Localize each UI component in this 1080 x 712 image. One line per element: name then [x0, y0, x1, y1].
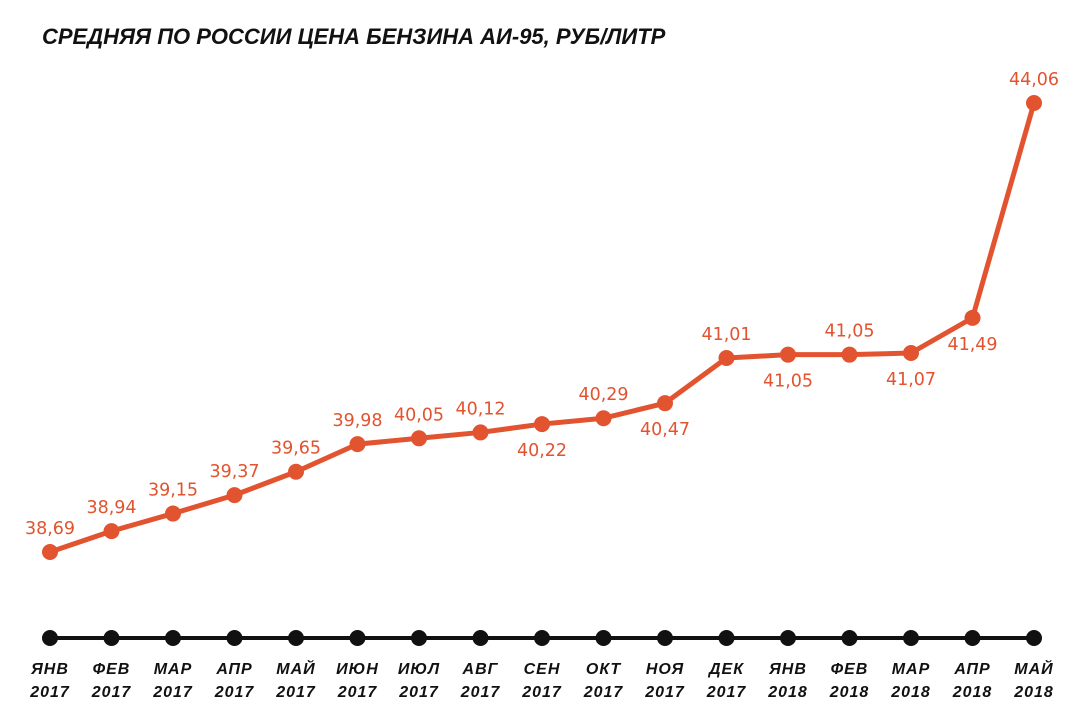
x-axis-tick-dot: [42, 630, 58, 646]
x-tick-year: 2017: [214, 684, 255, 701]
data-point: [226, 487, 243, 504]
x-tick-month: ФЕВ: [93, 661, 131, 678]
x-axis-tick-dot: [657, 630, 673, 646]
data-point: [718, 350, 735, 367]
data-label: 39,15: [148, 481, 198, 501]
x-tick-year: 2017: [337, 684, 378, 701]
x-axis: [42, 630, 1042, 646]
data-label: 41,07: [886, 370, 936, 390]
x-tick-year: 2017: [706, 684, 747, 701]
x-axis-tick-dot: [472, 630, 489, 646]
x-tick-year: 2018: [952, 684, 993, 701]
price-series: [42, 95, 1042, 560]
data-labels: 38,69 38,94 39,15 39,37 39,65 39,98 40,05 40,12…: [25, 70, 1059, 539]
x-tick-month: ЯНВ: [30, 661, 69, 678]
data-point: [42, 544, 58, 560]
x-axis-tick-dot: [226, 630, 243, 646]
chart-title: СРЕДНЯЯ ПО РОССИИ ЦЕНА БЕНЗИНА АИ-95, РУ…: [42, 24, 666, 49]
x-axis-tick-dot: [1026, 630, 1042, 646]
data-point: [103, 523, 120, 540]
x-tick-year: 2017: [644, 684, 685, 701]
data-label: 40,05: [394, 405, 444, 425]
x-tick-year: 2017: [91, 684, 132, 701]
x-tick-month: МАЙ: [276, 658, 315, 678]
x-tick-month: МАЙ: [1014, 658, 1053, 678]
x-tick-month: АВГ: [462, 661, 499, 678]
x-tick-month: АПР: [953, 661, 990, 678]
x-tick-month: МАР: [892, 661, 931, 678]
x-tick-month: ИЮЛ: [398, 661, 440, 678]
data-point: [411, 430, 427, 447]
x-axis-tick-dot: [103, 630, 120, 646]
x-tick-year: 2018: [829, 684, 870, 701]
data-point: [165, 505, 181, 522]
data-point: [1026, 95, 1042, 111]
x-axis-tick-dot: [718, 630, 735, 646]
data-label: 39,37: [209, 462, 259, 482]
x-tick-month: ДЕК: [707, 661, 744, 678]
data-point: [349, 436, 366, 453]
x-tick-month: НОЯ: [646, 661, 684, 678]
x-tick-month: ИЮН: [336, 661, 379, 678]
data-point: [534, 416, 550, 433]
x-axis-tick-dot: [165, 630, 181, 646]
data-label: 39,98: [332, 411, 382, 431]
data-label: 41,49: [947, 335, 997, 355]
data-label: 38,94: [86, 498, 136, 518]
x-tick-year: 2017: [583, 684, 624, 701]
x-axis-tick-dot: [349, 630, 366, 646]
x-tick-year: 2018: [1013, 684, 1054, 701]
data-label: 44,06: [1009, 70, 1059, 90]
x-tick-year: 2017: [398, 684, 439, 701]
data-point: [780, 346, 796, 363]
x-axis-tick-dot: [595, 630, 612, 646]
x-axis-tick-dot: [903, 630, 919, 646]
data-label: 40,29: [578, 385, 628, 405]
x-axis-tick-dot: [411, 630, 427, 646]
data-point: [964, 309, 981, 326]
data-point: [595, 410, 612, 427]
x-axis-tick-dot: [964, 630, 981, 646]
x-tick-year: 2017: [29, 684, 70, 701]
x-tick-month: ОКТ: [586, 661, 621, 678]
data-point: [288, 463, 304, 480]
data-point: [903, 345, 919, 362]
x-tick-year: 2018: [767, 684, 808, 701]
data-label: 41,05: [763, 372, 813, 392]
x-axis-tick-dot: [534, 630, 550, 646]
data-label: 40,47: [640, 420, 690, 440]
data-label: 38,69: [25, 519, 75, 539]
data-label: 40,12: [455, 399, 505, 419]
x-tick-month: МАР: [154, 661, 193, 678]
x-tick-year: 2018: [890, 684, 931, 701]
data-label: 40,22: [517, 441, 567, 461]
x-axis-tick-dot: [780, 630, 796, 646]
data-label: 41,05: [824, 322, 874, 342]
x-tick-labels: ЯНВ 2017 ФЕВ 2017 МАР 2017 АПР 2017 МАЙ 2017 ИЮН 20…: [29, 658, 1054, 701]
x-tick-month: АПР: [215, 661, 252, 678]
x-tick-year: 2017: [460, 684, 501, 701]
data-point: [657, 395, 673, 412]
x-tick-year: 2017: [521, 684, 562, 701]
x-tick-year: 2017: [152, 684, 193, 701]
x-tick-month: ЯНВ: [768, 661, 807, 678]
x-axis-tick-dot: [841, 630, 858, 646]
data-point: [841, 346, 858, 363]
data-point: [472, 424, 489, 441]
x-tick-month: ФЕВ: [831, 661, 869, 678]
data-label: 41,01: [701, 325, 751, 345]
x-axis-tick-dot: [288, 630, 304, 646]
data-label: 39,65: [271, 439, 321, 459]
x-tick-month: СЕН: [524, 661, 561, 678]
x-tick-year: 2017: [275, 684, 316, 701]
